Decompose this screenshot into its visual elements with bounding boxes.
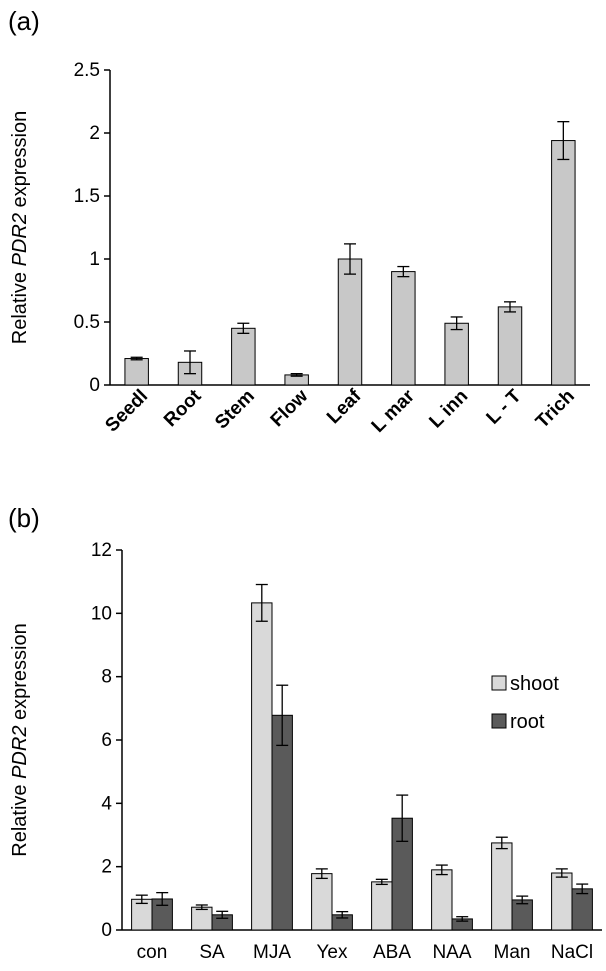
x-tick-label: Yex: [317, 942, 348, 963]
x-tick-label: ABA: [373, 942, 411, 963]
error-bar: [397, 265, 410, 278]
bar: [497, 306, 523, 386]
error-bar: [396, 794, 409, 842]
error-bar: [576, 883, 589, 895]
bar: [571, 888, 593, 931]
y-tick-label: 1.5: [74, 186, 100, 207]
x-tick-label: L inn: [426, 386, 473, 433]
y-tick-label: 0.5: [74, 312, 100, 333]
y-tick-label: 6: [101, 730, 112, 751]
panel-label: (b): [8, 503, 40, 533]
x-tick-label: NaCl: [551, 942, 593, 963]
chart-panel-0: (a) 0 0.5 1 1.5 2 2.5 Relative PDR2 expression S…: [8, 6, 590, 437]
x-tick-label: Stem: [211, 386, 259, 434]
bar: [491, 842, 513, 931]
x-tick-label: L - T: [483, 385, 526, 428]
y-axis-label: Relative PDR2 expression: [9, 111, 31, 344]
y-tick-label: 2: [101, 857, 112, 878]
bar: [251, 602, 273, 931]
bar: [311, 873, 333, 931]
error-bar: [555, 868, 568, 878]
y-axis-label: Relative PDR2 expression: [9, 623, 31, 856]
bar: [231, 327, 256, 386]
error-bar: [135, 894, 148, 905]
legend: shoot root: [491, 673, 559, 733]
bar: [551, 872, 573, 931]
error-bar: [336, 910, 349, 919]
y-tick-label: 8: [101, 667, 112, 688]
legend-swatch: [491, 713, 507, 729]
legend-swatch: [491, 675, 507, 691]
error-bar: [456, 916, 469, 922]
error-bar: [156, 891, 169, 906]
error-bar: [344, 243, 356, 275]
y-tick-label: 0: [89, 375, 100, 396]
y-tick-label: 2.5: [74, 60, 100, 81]
legend-entry: shoot: [510, 673, 559, 695]
error-bar: [255, 583, 268, 622]
x-tick-label: MJA: [253, 942, 291, 963]
error-bar: [375, 878, 388, 886]
x-tick-label: L mar: [368, 385, 420, 437]
error-bar: [557, 121, 570, 161]
error-bar: [237, 322, 250, 334]
y-tick-label: 0: [101, 920, 112, 941]
y-tick-label: 1: [89, 249, 100, 270]
error-bar: [315, 868, 328, 880]
error-bar: [276, 684, 289, 747]
error-bar: [516, 895, 529, 905]
bar: [337, 258, 363, 386]
bar: [431, 869, 453, 931]
x-tick-label: Flow: [267, 386, 313, 432]
error-bar: [435, 864, 448, 876]
error-bar: [495, 836, 508, 850]
error-bar: [184, 350, 196, 375]
x-tick-label: Man: [494, 942, 531, 963]
bar: [371, 881, 393, 931]
bar: [551, 140, 576, 386]
x-tick-label: NAA: [432, 942, 471, 963]
y-tick-label: 12: [91, 540, 112, 561]
bar: [391, 271, 416, 386]
x-tick-label: Trich: [532, 386, 579, 433]
x-tick-label: Root: [160, 385, 206, 431]
bar: [444, 322, 469, 386]
error-bar: [504, 301, 516, 313]
error-bar: [130, 356, 143, 361]
legend-entry: root: [510, 711, 545, 733]
y-tick-label: 4: [101, 793, 112, 814]
error-bar: [195, 904, 208, 911]
y-tick-label: 2: [89, 123, 100, 144]
x-tick-label: Seedl: [102, 386, 153, 437]
x-tick-label: con: [137, 942, 168, 963]
y-tick-label: 10: [91, 603, 112, 624]
error-bar: [290, 373, 303, 377]
error-bar: [450, 316, 463, 331]
x-tick-label: SA: [199, 942, 225, 963]
error-bar: [216, 910, 229, 919]
bar: [271, 714, 293, 931]
x-tick-label: Leaf: [323, 385, 366, 428]
chart-panel-1: (b) 0 2 4 6 8 10 12 Relative PDR2 expression con S…: [8, 503, 602, 963]
bar: [124, 358, 149, 386]
panel-label: (a): [8, 6, 40, 36]
bar: [191, 906, 213, 931]
bar: [511, 899, 533, 931]
